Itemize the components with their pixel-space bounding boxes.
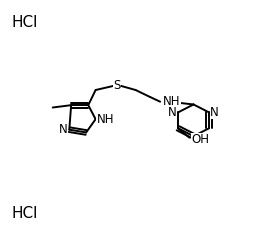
Text: N: N	[168, 106, 177, 119]
Text: N: N	[210, 106, 219, 119]
Text: OH: OH	[191, 133, 209, 146]
Text: HCl: HCl	[12, 206, 38, 221]
Text: N: N	[59, 123, 68, 136]
Text: S: S	[114, 79, 121, 92]
Text: NH: NH	[163, 95, 181, 108]
Text: NH: NH	[96, 113, 114, 126]
Text: HCl: HCl	[12, 15, 38, 30]
